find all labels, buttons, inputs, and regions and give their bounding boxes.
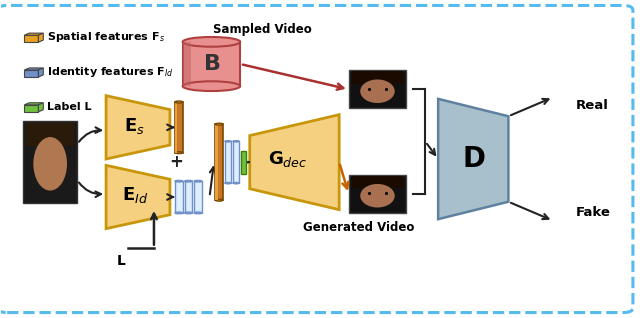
Bar: [182, 42, 240, 86]
Bar: [352, 72, 403, 84]
Bar: [24, 35, 38, 42]
Polygon shape: [438, 99, 508, 219]
Bar: [215, 124, 223, 200]
Ellipse shape: [182, 81, 240, 91]
Text: Fake: Fake: [575, 206, 611, 219]
Bar: [175, 181, 182, 213]
Bar: [24, 105, 38, 112]
Ellipse shape: [360, 184, 395, 208]
Polygon shape: [250, 115, 339, 210]
Text: $\mathbf{D}$: $\mathbf{D}$: [461, 145, 485, 173]
Polygon shape: [38, 68, 44, 77]
Bar: [233, 141, 239, 183]
Ellipse shape: [360, 80, 395, 103]
Ellipse shape: [184, 180, 192, 182]
Bar: [182, 42, 191, 86]
Polygon shape: [24, 33, 44, 35]
Text: Label L: Label L: [47, 102, 91, 112]
Text: +: +: [170, 153, 183, 171]
Bar: [241, 151, 246, 174]
Ellipse shape: [175, 152, 182, 154]
Text: Sampled Video: Sampled Video: [213, 23, 312, 36]
Text: $\mathbf{B}$: $\mathbf{B}$: [203, 54, 220, 74]
Bar: [23, 121, 77, 203]
Polygon shape: [24, 103, 44, 105]
Text: $\mathbf{G}_{dec}$: $\mathbf{G}_{dec}$: [268, 149, 308, 169]
Bar: [26, 123, 74, 146]
Text: $\mathbf{E}_s$: $\mathbf{E}_s$: [124, 116, 145, 136]
Polygon shape: [38, 33, 44, 42]
Ellipse shape: [175, 180, 182, 182]
Bar: [349, 70, 406, 108]
Ellipse shape: [182, 37, 240, 47]
Bar: [349, 175, 406, 213]
Ellipse shape: [225, 141, 231, 142]
Ellipse shape: [233, 141, 239, 142]
Bar: [175, 102, 177, 153]
Bar: [194, 181, 202, 213]
Ellipse shape: [184, 212, 192, 214]
Bar: [352, 176, 403, 188]
Polygon shape: [106, 165, 170, 229]
FancyBboxPatch shape: [0, 5, 633, 313]
Bar: [215, 124, 218, 200]
Ellipse shape: [175, 212, 182, 214]
Text: $\mathbf{E}_{Id}$: $\mathbf{E}_{Id}$: [122, 185, 148, 205]
Ellipse shape: [194, 212, 202, 214]
Ellipse shape: [233, 183, 239, 184]
Text: L: L: [116, 254, 125, 268]
Bar: [184, 181, 192, 213]
Text: Identity features F$_{Id}$: Identity features F$_{Id}$: [47, 65, 173, 79]
Bar: [175, 102, 182, 153]
Ellipse shape: [225, 183, 231, 184]
Polygon shape: [38, 103, 44, 112]
Polygon shape: [24, 68, 44, 70]
Ellipse shape: [215, 123, 223, 125]
Bar: [225, 141, 231, 183]
Ellipse shape: [175, 101, 182, 103]
Ellipse shape: [194, 180, 202, 182]
Text: Generated Video: Generated Video: [303, 221, 414, 234]
Ellipse shape: [33, 137, 67, 190]
Ellipse shape: [215, 199, 223, 201]
Polygon shape: [106, 96, 170, 159]
Text: Real: Real: [575, 99, 608, 112]
Bar: [24, 70, 38, 77]
Text: Spatial features F$_s$: Spatial features F$_s$: [47, 30, 164, 44]
